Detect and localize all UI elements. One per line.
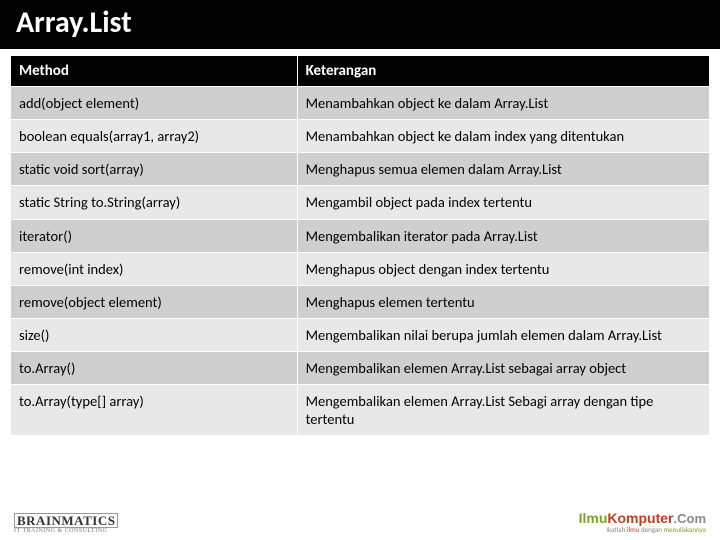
cell-method: iterator() — [11, 219, 298, 252]
cell-method: add(object element) — [11, 87, 298, 120]
footer-tag-mid: dengan — [639, 525, 663, 534]
methods-table-container: Method Keterangan add(object element)Men… — [0, 49, 720, 440]
footer: BRAINMATICS IT TRAINING & CONSULTING Ilm… — [14, 511, 706, 534]
footer-tag-h1: ilmu — [627, 525, 639, 534]
table-row: iterator()Mengembalikan iterator pada Ar… — [11, 219, 710, 252]
page-title: Array.List — [16, 4, 132, 41]
cell-desc: Menghapus elemen tertentu — [297, 285, 709, 318]
footer-brand: BRAINMATICS — [14, 513, 118, 528]
footer-site-c: .Com — [674, 511, 707, 526]
footer-brand-sub: IT TRAINING & CONSULTING — [14, 528, 118, 534]
methods-table: Method Keterangan add(object element)Men… — [10, 55, 710, 436]
cell-desc: Mengembalikan iterator pada Array.List — [297, 219, 709, 252]
table-row: remove(int index)Menghapus object dengan… — [11, 252, 710, 285]
cell-desc: Menghapus semua elemen dalam Array.List — [297, 153, 709, 186]
cell-desc: Mengembalikan elemen Array.List sebagai … — [297, 352, 709, 385]
page-title-bar: Array.List — [0, 0, 720, 49]
table-row: to.Array()Mengembalikan elemen Array.Lis… — [11, 352, 710, 385]
table-row: remove(object element)Menghapus elemen t… — [11, 285, 710, 318]
col-header-method: Method — [11, 56, 298, 87]
table-row: size()Mengembalikan nilai berupa jumlah … — [11, 318, 710, 351]
cell-desc: Mengambil object pada index tertentu — [297, 186, 709, 219]
table-row: boolean equals(array1, array2)Menambahka… — [11, 120, 710, 153]
cell-method: boolean equals(array1, array2) — [11, 120, 298, 153]
footer-right-logo: IlmuKomputer.Com Ikatlah ilmu dengan men… — [579, 511, 706, 534]
footer-site-b: Komputer — [607, 510, 673, 526]
footer-left-logo: BRAINMATICS IT TRAINING & CONSULTING — [14, 513, 118, 534]
footer-site: IlmuKomputer.Com — [579, 511, 706, 526]
cell-method: static void sort(array) — [11, 153, 298, 186]
footer-site-a: Ilmu — [579, 510, 608, 526]
footer-tag-h2: menuliskannya — [664, 525, 706, 534]
cell-desc: Mengembalikan elemen Array.List Sebagi a… — [297, 385, 709, 436]
cell-method: remove(int index) — [11, 252, 298, 285]
cell-desc: Menghapus object dengan index tertentu — [297, 252, 709, 285]
cell-desc: Mengembalikan nilai berupa jumlah elemen… — [297, 318, 709, 351]
col-header-desc: Keterangan — [297, 56, 709, 87]
table-row: add(object element)Menambahkan object ke… — [11, 87, 710, 120]
table-row: static void sort(array)Menghapus semua e… — [11, 153, 710, 186]
table-row: static String to.String(array)Mengambil … — [11, 186, 710, 219]
cell-method: remove(object element) — [11, 285, 298, 318]
cell-method: static String to.String(array) — [11, 186, 298, 219]
cell-desc: Menambahkan object ke dalam index yang d… — [297, 120, 709, 153]
cell-method: to.Array() — [11, 352, 298, 385]
cell-desc: Menambahkan object ke dalam Array.List — [297, 87, 709, 120]
footer-tag-pre: Ikatlah — [606, 525, 627, 534]
table-row: to.Array(type[] array)Mengembalikan elem… — [11, 385, 710, 436]
cell-method: to.Array(type[] array) — [11, 385, 298, 436]
cell-method: size() — [11, 318, 298, 351]
table-header-row: Method Keterangan — [11, 56, 710, 87]
footer-tagline: Ikatlah ilmu dengan menuliskannya — [579, 526, 706, 534]
